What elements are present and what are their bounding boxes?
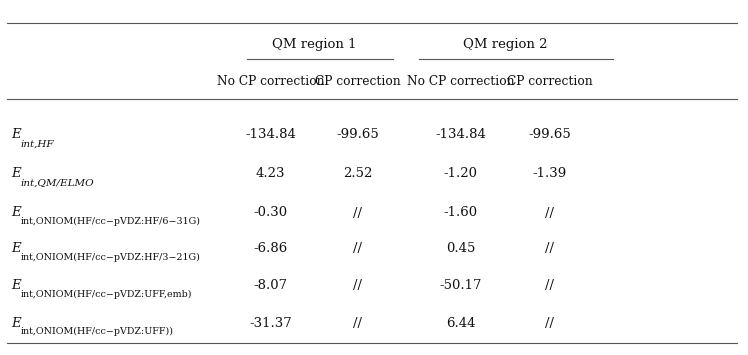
Text: //: // xyxy=(353,242,362,255)
Text: //: // xyxy=(545,317,554,329)
Text: -134.84: -134.84 xyxy=(245,129,296,141)
Text: -50.17: -50.17 xyxy=(440,279,482,292)
Text: 4.23: 4.23 xyxy=(256,168,286,180)
Text: //: // xyxy=(353,279,362,292)
Text: CP correction: CP correction xyxy=(507,75,592,88)
Text: -99.65: -99.65 xyxy=(336,129,379,141)
Text: E: E xyxy=(11,129,21,141)
Text: -0.30: -0.30 xyxy=(254,207,288,219)
Text: CP correction: CP correction xyxy=(315,75,400,88)
Text: -6.86: -6.86 xyxy=(254,242,288,255)
Text: int,ONIOM(HF/cc−pVDZ:UFF)): int,ONIOM(HF/cc−pVDZ:UFF)) xyxy=(20,327,174,337)
Text: //: // xyxy=(545,242,554,255)
Text: //: // xyxy=(545,279,554,292)
Text: //: // xyxy=(353,207,362,219)
Text: No CP correction: No CP correction xyxy=(217,75,325,88)
Text: int,ONIOM(HF/cc−pVDZ:UFF,emb): int,ONIOM(HF/cc−pVDZ:UFF,emb) xyxy=(20,290,191,299)
Text: int,ONIOM(HF/cc−pVDZ:HF/6−31G): int,ONIOM(HF/cc−pVDZ:HF/6−31G) xyxy=(20,217,200,226)
Text: int,QM/ELMO: int,QM/ELMO xyxy=(20,178,94,187)
Text: -1.20: -1.20 xyxy=(444,168,478,180)
Text: 0.45: 0.45 xyxy=(446,242,476,255)
Text: E: E xyxy=(11,279,21,292)
Text: No CP correction: No CP correction xyxy=(407,75,515,88)
Text: -1.39: -1.39 xyxy=(533,168,567,180)
Text: QM region 1: QM region 1 xyxy=(272,38,356,51)
Text: int,HF: int,HF xyxy=(20,139,54,148)
Text: -134.84: -134.84 xyxy=(435,129,486,141)
Text: QM region 2: QM region 2 xyxy=(464,38,548,51)
Text: E: E xyxy=(11,317,21,329)
Text: E: E xyxy=(11,168,21,180)
Text: -31.37: -31.37 xyxy=(249,317,292,329)
Text: -99.65: -99.65 xyxy=(528,129,571,141)
Text: //: // xyxy=(545,207,554,219)
Text: //: // xyxy=(353,317,362,329)
Text: 6.44: 6.44 xyxy=(446,317,476,329)
Text: int,ONIOM(HF/cc−pVDZ:HF/3−21G): int,ONIOM(HF/cc−pVDZ:HF/3−21G) xyxy=(20,253,200,262)
Text: E: E xyxy=(11,242,21,255)
Text: 2.52: 2.52 xyxy=(343,168,373,180)
Text: -8.07: -8.07 xyxy=(254,279,288,292)
Text: -1.60: -1.60 xyxy=(444,207,478,219)
Text: E: E xyxy=(11,207,21,219)
